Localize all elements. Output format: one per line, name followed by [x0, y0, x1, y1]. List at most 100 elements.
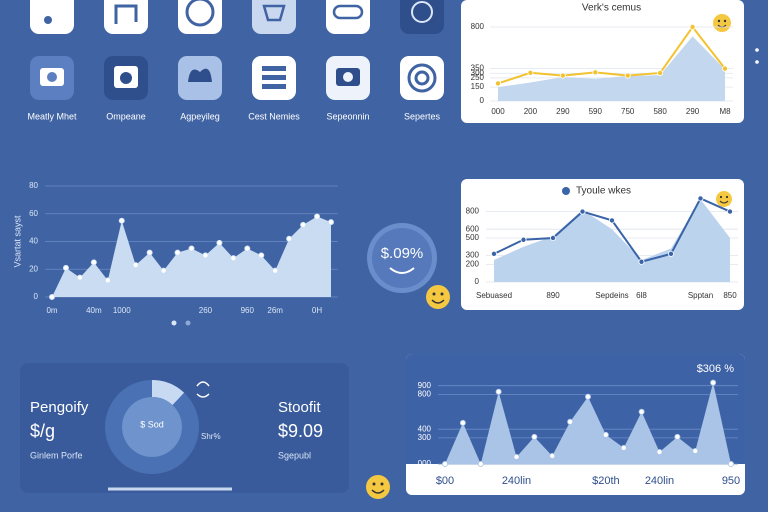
- point: [118, 217, 125, 224]
- x-tick-label: $20th: [592, 475, 620, 487]
- point: [567, 418, 574, 425]
- x-tick-label: 40m: [86, 306, 102, 315]
- icon-glyph: [407, 63, 437, 93]
- icon[interactable]: [252, 0, 296, 34]
- y-tick-label: 500: [466, 233, 480, 242]
- icon-glyph: [47, 72, 57, 82]
- card-value: $9.09: [278, 421, 323, 441]
- point: [638, 258, 645, 265]
- y-tick-label: 600: [466, 224, 480, 233]
- point: [602, 431, 609, 438]
- x-tick-label: 26m: [267, 306, 283, 315]
- y-tick-label: 800: [418, 390, 432, 399]
- card-caption: Sgepubl: [278, 450, 311, 460]
- menu-dot[interactable]: [755, 48, 759, 52]
- point: [722, 65, 729, 72]
- point: [549, 452, 556, 459]
- y-tick-label: 300: [471, 68, 485, 77]
- point: [230, 255, 237, 262]
- x-tick-label: 6l8: [636, 291, 647, 300]
- pager-dot[interactable]: [185, 320, 191, 326]
- point: [495, 388, 502, 395]
- icon-glyph: [44, 16, 52, 24]
- area: [445, 382, 731, 464]
- y-tick-label: 000: [418, 459, 432, 468]
- point: [579, 208, 586, 215]
- point: [314, 213, 321, 220]
- x-tick-label: Sebuased: [476, 291, 512, 300]
- x-tick-label: 290: [686, 107, 700, 116]
- area: [498, 36, 725, 101]
- x-tick-label: 260: [199, 306, 213, 315]
- pie-center: [122, 397, 182, 457]
- smiley: [426, 285, 450, 309]
- icon-glyph: [332, 4, 364, 20]
- point: [692, 447, 699, 454]
- smiley: [716, 191, 732, 207]
- point: [49, 293, 56, 300]
- x-tick-label: $00: [436, 475, 454, 487]
- pie-side-label: Shr%: [201, 432, 221, 441]
- point: [689, 23, 696, 30]
- icon-row: [30, 0, 444, 34]
- point: [272, 267, 279, 274]
- point: [132, 262, 139, 269]
- icon[interactable]: [178, 0, 222, 34]
- point: [459, 419, 466, 426]
- icon-label: Agpeyileg: [180, 111, 220, 121]
- icon[interactable]: [400, 0, 444, 34]
- point: [202, 252, 209, 259]
- point: [300, 221, 307, 228]
- card-caption: Ginlem Porfe: [30, 450, 83, 460]
- y-tick-label: 20: [29, 264, 38, 273]
- x-tick-label: 750: [621, 107, 635, 116]
- smiley: [366, 475, 390, 499]
- x-tick-label: 240lin: [502, 475, 531, 487]
- card-title: Stoofit: [278, 399, 321, 416]
- icon-glyph: [262, 66, 286, 71]
- card-value: $/g: [30, 421, 55, 441]
- point: [160, 267, 167, 274]
- x-tick-label: 000: [491, 107, 505, 116]
- icon-glyph: [262, 75, 286, 80]
- y-tick-label: 900: [418, 381, 432, 390]
- icon[interactable]: [400, 56, 444, 100]
- x-tick-label: 890: [546, 291, 560, 300]
- menu-dot[interactable]: [755, 60, 759, 64]
- y-tick-label: 200: [466, 260, 480, 269]
- x-tick-label: 950: [722, 475, 740, 487]
- point: [258, 252, 265, 259]
- y-tick-label: 250: [471, 73, 485, 82]
- point: [559, 72, 566, 79]
- point: [592, 69, 599, 76]
- point: [146, 249, 153, 256]
- x-tick-label: 580: [653, 107, 667, 116]
- pie-slice: [152, 380, 185, 406]
- icon-row: [30, 56, 444, 100]
- pager-dot[interactable]: [171, 320, 177, 326]
- chart-title: Verk's cemus: [582, 3, 641, 14]
- pie-slice: [104, 380, 199, 474]
- x-tick-label: 590: [589, 107, 603, 116]
- card-title: Pengoify: [30, 399, 89, 416]
- icon-glyph: [262, 84, 286, 89]
- x-tick-label: 850: [723, 291, 737, 300]
- point: [494, 80, 501, 87]
- y-tick-label: 400: [418, 424, 432, 433]
- pie-center-label: $ Sod: [140, 419, 164, 429]
- point: [90, 259, 97, 266]
- icon-label: Cest Nemies: [248, 111, 300, 121]
- icon[interactable]: [30, 0, 74, 34]
- point: [531, 433, 538, 440]
- point: [477, 460, 484, 467]
- icon-label: Sepeonnin: [326, 111, 369, 121]
- point: [585, 393, 592, 400]
- point: [727, 208, 734, 215]
- x-tick-label: 200: [524, 107, 538, 116]
- point: [244, 245, 251, 252]
- point: [710, 379, 717, 386]
- point: [657, 69, 664, 76]
- icon-label: Ompeane: [106, 111, 146, 121]
- x-tick-label: 0m: [46, 306, 57, 315]
